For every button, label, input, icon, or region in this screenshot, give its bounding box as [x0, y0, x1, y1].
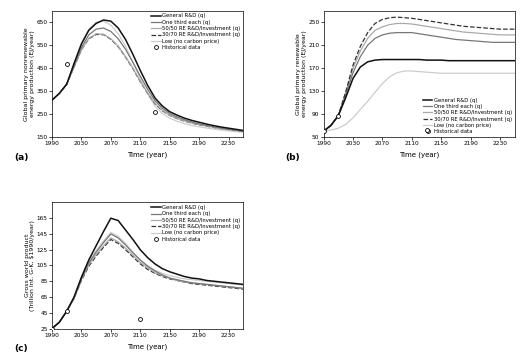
Legend: General R&D (q), One third each (q), 50/50 RE R&D/Investment (q), 30/70 RE R&D/I: General R&D (q), One third each (q), 50/…	[423, 98, 512, 134]
Text: (c): (c)	[14, 344, 28, 353]
Text: (b): (b)	[285, 153, 300, 162]
Y-axis label: Global primary nonrenewable
energy production (EJ/year): Global primary nonrenewable energy produ…	[24, 27, 35, 121]
X-axis label: Time (year): Time (year)	[127, 343, 168, 350]
Legend: General R&D (q), One third each (q), 50/50 RE R&D/Investment (q), 30/70 RE R&D/I: General R&D (q), One third each (q), 50/…	[151, 13, 241, 50]
Y-axis label: Gross world product
(Trillion Int. G-K, $1990/year): Gross world product (Trillion Int. G-K, …	[24, 220, 35, 311]
X-axis label: Time (year): Time (year)	[399, 152, 439, 158]
Legend: General R&D (q), One third each (q), 50/50 RE R&D/Investment (q), 30/70 RE R&D/I: General R&D (q), One third each (q), 50/…	[151, 205, 241, 242]
Y-axis label: Global primary renewable
energy production (EJ/year): Global primary renewable energy producti…	[296, 30, 307, 117]
Text: (a): (a)	[14, 153, 28, 162]
X-axis label: Time (year): Time (year)	[127, 152, 168, 158]
